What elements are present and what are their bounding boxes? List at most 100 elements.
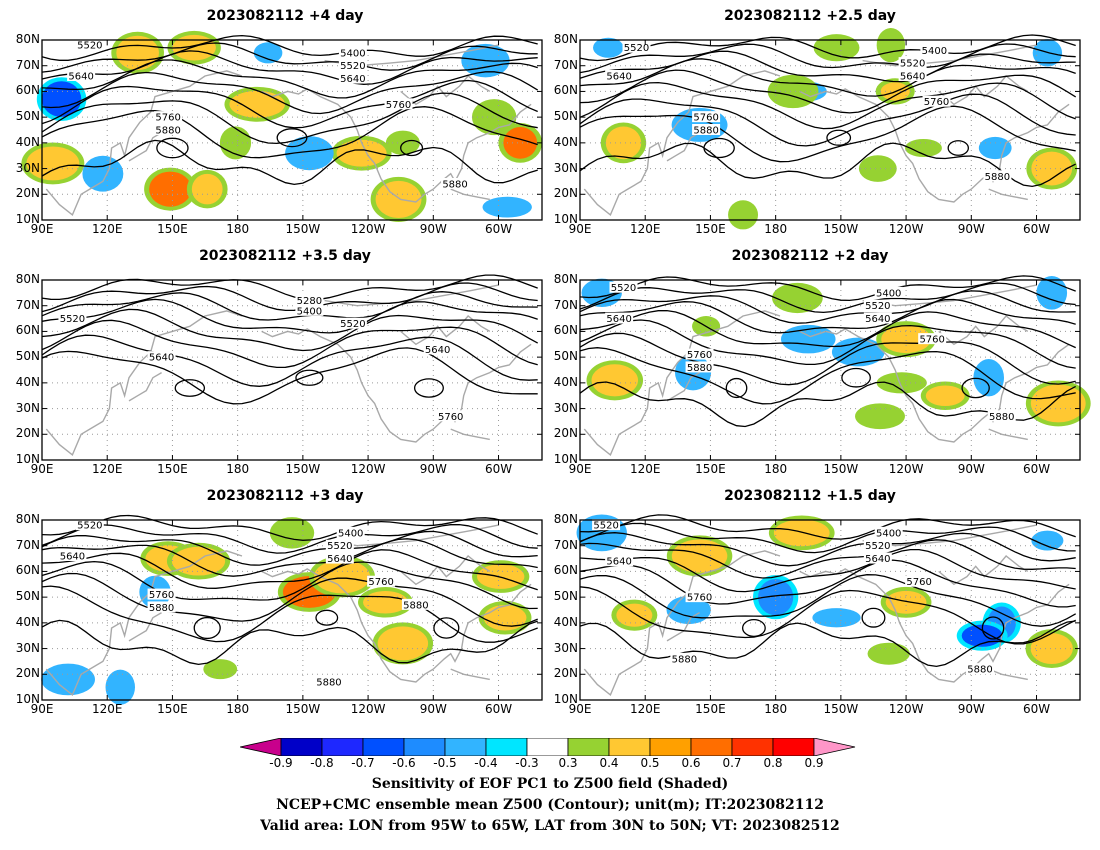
contour-line bbox=[579, 532, 1076, 567]
contour-line bbox=[579, 539, 1076, 579]
y-tick-label: 50N bbox=[553, 589, 578, 604]
contour-closed bbox=[741, 618, 766, 638]
coastline bbox=[128, 611, 162, 642]
tick-marks bbox=[579, 39, 1080, 221]
contour-label-bg bbox=[314, 676, 343, 687]
y-tick-label: 20N bbox=[15, 666, 40, 681]
grid-layer bbox=[42, 40, 542, 220]
coastline bbox=[450, 428, 490, 441]
colorbar-tick-label: 0.9 bbox=[804, 756, 824, 770]
colorbar-box bbox=[690, 738, 733, 756]
contour-label-bg bbox=[147, 351, 176, 363]
contour-label: 5760 bbox=[906, 577, 931, 588]
tick-marks bbox=[579, 519, 1080, 701]
shading-cell bbox=[925, 385, 965, 406]
contour-label: 5520 bbox=[327, 541, 352, 552]
contour-label: 5400 bbox=[338, 528, 363, 539]
contour-label: 5880 bbox=[967, 665, 992, 676]
contour-label: 5640 bbox=[865, 554, 890, 565]
contour-closed bbox=[174, 379, 206, 397]
contour-label-bg bbox=[685, 591, 714, 603]
coastline bbox=[45, 550, 243, 697]
contour-line bbox=[579, 332, 1076, 386]
shading-cell bbox=[482, 196, 532, 218]
x-tick-label: 150E bbox=[157, 222, 188, 236]
contour-label: 5880 bbox=[672, 654, 697, 665]
shading-layer bbox=[21, 30, 543, 222]
contour-label-bg bbox=[154, 111, 183, 123]
contour-label: 5880 bbox=[149, 603, 174, 614]
contour-line bbox=[41, 42, 538, 73]
tick-marks bbox=[41, 39, 542, 221]
shading-cell bbox=[1030, 384, 1086, 423]
contour-label-bg bbox=[863, 299, 892, 311]
contour-line bbox=[579, 559, 1076, 608]
x-tick-label: 150E bbox=[157, 702, 188, 716]
contour-label: 5880 bbox=[442, 180, 467, 191]
contour-line bbox=[41, 50, 538, 85]
contour-label-bg bbox=[338, 72, 367, 84]
panel-title-3: 2023082112 +2 day bbox=[731, 248, 889, 264]
contour-label-bg bbox=[692, 111, 721, 123]
contour-label-bg bbox=[336, 526, 365, 538]
colorbar-tick-label: -0.9 bbox=[269, 756, 293, 770]
x-tick-label: 90W bbox=[957, 702, 985, 716]
contour-label: 5520 bbox=[865, 301, 890, 312]
coastline bbox=[988, 188, 1028, 201]
contour-label-bg bbox=[325, 539, 354, 551]
y-tick-label: 60N bbox=[553, 83, 578, 98]
x-tick-label: 150W bbox=[823, 462, 859, 476]
colorbar-tick-label: -0.7 bbox=[351, 756, 375, 770]
contour-label: 5520 bbox=[593, 521, 618, 532]
y-tick-label: 40N bbox=[15, 374, 40, 389]
coastline bbox=[799, 328, 1070, 443]
contour-line bbox=[41, 106, 538, 159]
contour-closed bbox=[725, 377, 748, 399]
y-tick-label: 10N bbox=[553, 692, 578, 706]
contour-label: 5520 bbox=[611, 283, 636, 294]
shading-cell bbox=[377, 626, 429, 661]
contour-label-bg bbox=[295, 294, 324, 306]
colorbar-box bbox=[731, 738, 774, 756]
shading-cell bbox=[483, 604, 527, 631]
contour-line bbox=[579, 50, 1076, 83]
x-tick-label: 150W bbox=[823, 222, 859, 236]
x-tick-label: 120W bbox=[350, 222, 386, 236]
contour-label: 5400 bbox=[876, 528, 901, 539]
contour-label: 5520 bbox=[77, 41, 102, 52]
contour-label-layer: 5520 5640 5760 5880 5400 5520 5640 5760 5880 bbox=[605, 281, 1016, 423]
shading-cell bbox=[203, 659, 238, 680]
contour-line bbox=[579, 347, 1076, 405]
contour-label: 5400 bbox=[922, 46, 947, 57]
contour-label: 5760 bbox=[919, 335, 944, 346]
contour-closed bbox=[295, 369, 324, 386]
coastline bbox=[128, 131, 162, 162]
contour-label-bg bbox=[401, 598, 430, 610]
contour-line bbox=[41, 34, 538, 61]
contour-line bbox=[579, 105, 1076, 163]
shading-cell bbox=[616, 603, 653, 627]
contour-label-layer: 5520 5640 5760 5880 5400 5520 5640 5760 5880 bbox=[592, 519, 994, 676]
contour-label: 5520 bbox=[340, 319, 365, 330]
contour-line bbox=[579, 514, 1076, 540]
x-tick-label: 180 bbox=[226, 222, 250, 236]
panel-title-4: 2023082112 +3 day bbox=[206, 488, 364, 504]
contour-label-bg bbox=[692, 124, 721, 135]
shading-cell bbox=[605, 126, 642, 160]
contour-label: 5400 bbox=[876, 288, 901, 299]
x-tick-label: 90W bbox=[419, 222, 447, 236]
contour-label-bg bbox=[147, 601, 176, 613]
contour-label: 5640 bbox=[149, 353, 174, 364]
shading-cell bbox=[253, 42, 283, 64]
x-tick-label: 180 bbox=[764, 462, 788, 476]
contour-line bbox=[41, 308, 539, 352]
grid-layer bbox=[42, 520, 542, 700]
coastline bbox=[450, 668, 490, 681]
contour-label: 5280 bbox=[297, 296, 322, 307]
x-tick-label: 150W bbox=[285, 222, 321, 236]
contour-label-bg bbox=[423, 343, 452, 355]
colorbar-box bbox=[567, 738, 610, 756]
contour-closed bbox=[981, 616, 1005, 640]
grid-layer bbox=[42, 280, 542, 460]
